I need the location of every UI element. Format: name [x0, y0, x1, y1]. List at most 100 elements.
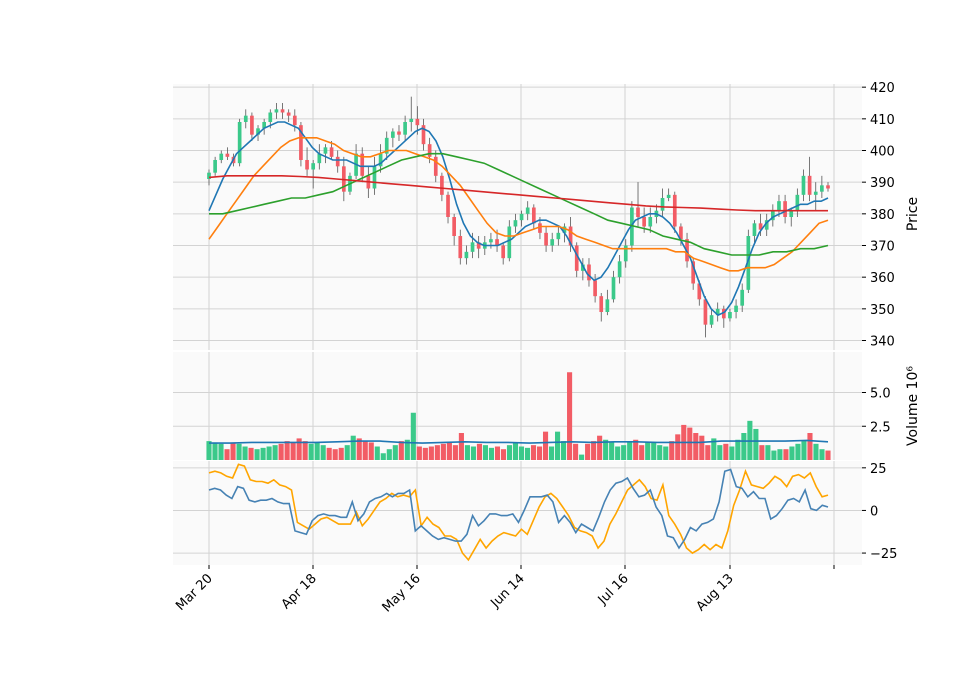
volume-bar — [579, 454, 585, 460]
candle-down — [783, 201, 787, 217]
candle-up — [746, 236, 751, 290]
candle-down — [691, 261, 696, 284]
candle-down — [568, 226, 573, 246]
volume-bar — [759, 445, 765, 460]
x-tick-label: Aug 13 — [694, 571, 737, 614]
price-axis-label: Price — [905, 197, 921, 231]
candle-up — [403, 122, 407, 135]
price-tick-label: 390 — [870, 176, 895, 191]
candle-down — [599, 296, 604, 312]
price-panel: 340 350 360 370 380 390 400 410 420 Price — [173, 81, 921, 350]
candle-up — [550, 239, 555, 246]
panel-background — [173, 461, 862, 565]
candle-up — [323, 147, 328, 154]
volume-bar — [717, 445, 723, 460]
candle-down — [501, 245, 506, 259]
candle-up — [611, 277, 616, 300]
volume-bar — [573, 443, 579, 460]
candle-up — [243, 115, 248, 122]
volume-moving-average — [209, 439, 829, 444]
volume-bar — [296, 438, 302, 460]
volume-bar — [711, 438, 717, 460]
volume-bar — [224, 449, 230, 460]
candle-down — [642, 217, 646, 227]
volume-bar — [819, 449, 825, 460]
candle-down — [758, 223, 763, 230]
volume-bar — [248, 447, 254, 460]
x-tick-label: Mar 20 — [173, 571, 216, 614]
volume-bar — [254, 449, 260, 460]
volume-axis-label: Volume 10⁶ — [905, 366, 921, 446]
volume-bar — [675, 434, 681, 460]
candle-up — [219, 153, 224, 160]
candle-up — [311, 163, 316, 170]
candle-up — [660, 198, 665, 211]
x-axis: Mar 20 Apr 18 May 16 Jun 14 Jul 16 Aug 13 — [173, 565, 835, 615]
price-tick-label: 360 — [870, 271, 895, 286]
volume-bar — [380, 453, 386, 460]
volume-bar — [320, 445, 326, 460]
candle-up — [274, 109, 279, 113]
volume-bar — [633, 439, 639, 460]
candle-down — [280, 109, 285, 113]
volume-bar — [687, 427, 693, 460]
volume-bar — [615, 446, 621, 460]
volume-bar — [422, 447, 428, 460]
volume-bar — [585, 443, 591, 460]
candle-up — [268, 112, 273, 122]
price-tick-label: 380 — [870, 208, 895, 223]
candle-up — [820, 185, 824, 192]
volume-bar — [651, 442, 657, 460]
volume-bar — [783, 449, 789, 460]
oscillator-tick-label: 25 — [870, 462, 887, 477]
candle-up — [715, 308, 720, 316]
candle-up — [752, 223, 757, 236]
volume-bar — [663, 446, 669, 460]
candle-up — [317, 153, 322, 164]
volume-bar — [777, 449, 783, 460]
candle-down — [440, 175, 444, 195]
candle-up — [489, 239, 493, 243]
volume-bar — [657, 445, 663, 460]
volume-bar — [494, 446, 501, 460]
candle-up — [666, 194, 671, 198]
volume-bar — [555, 431, 561, 460]
candle-down — [826, 185, 830, 189]
volume-bar — [266, 446, 272, 460]
moving-average-line-4 — [208, 175, 828, 212]
x-tick-label: Apr 18 — [279, 571, 320, 612]
candle-up — [709, 315, 714, 325]
candle-down — [329, 147, 334, 157]
price-tick-label: 340 — [870, 335, 895, 350]
candle-up — [562, 226, 567, 233]
candle-down — [292, 115, 297, 126]
volume-bar — [392, 445, 398, 460]
volume-bar — [476, 443, 482, 460]
volume-bar — [512, 442, 519, 460]
candle-down — [305, 160, 309, 170]
candle-up — [813, 191, 818, 195]
candle-up — [256, 128, 260, 135]
volume-bar — [344, 445, 350, 460]
volume-bar — [645, 442, 651, 460]
candle-up — [617, 261, 622, 278]
candle-down — [286, 112, 291, 116]
candle-down — [427, 144, 432, 157]
candle-up — [556, 232, 561, 240]
volume-bar — [398, 441, 404, 460]
candle-up — [378, 153, 383, 167]
volume-bar — [242, 446, 248, 460]
candle-up — [519, 213, 524, 221]
candle-down — [452, 217, 456, 236]
volume-bar — [753, 428, 759, 460]
candle-down — [593, 280, 597, 297]
volume-bar — [524, 447, 531, 460]
candle-down — [587, 264, 591, 281]
candle-down — [672, 194, 677, 227]
volume-bar — [404, 439, 410, 460]
candle-up — [237, 122, 242, 164]
candle-down — [807, 175, 812, 195]
volume-bar — [416, 446, 422, 460]
candle-up — [771, 210, 775, 221]
